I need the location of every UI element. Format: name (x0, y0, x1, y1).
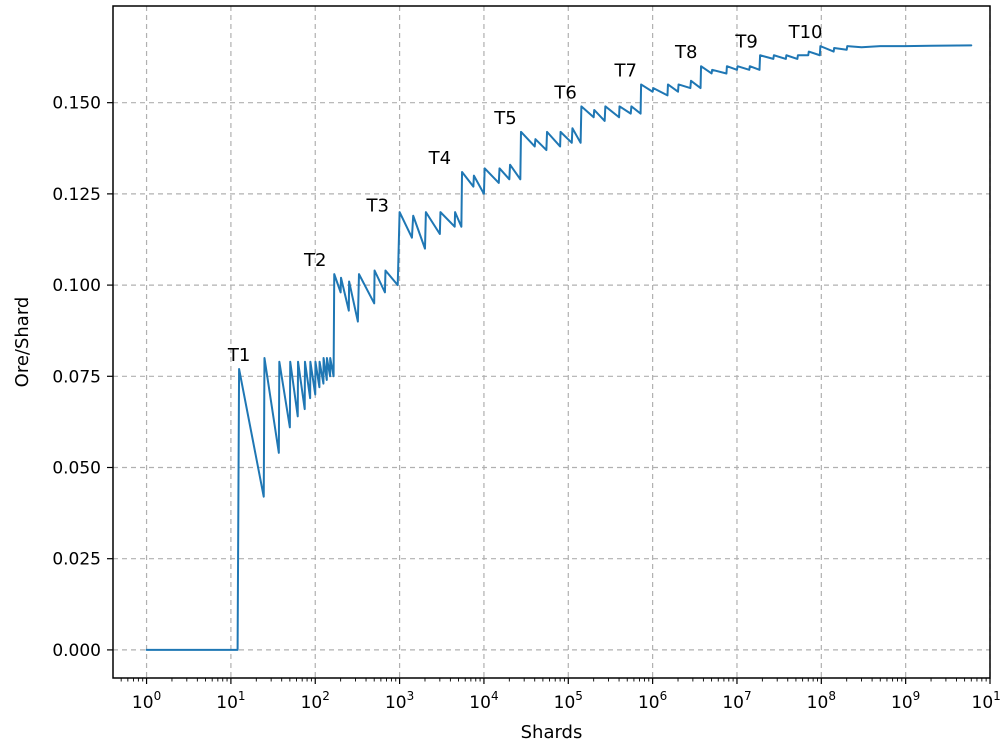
series-line (145, 44, 973, 651)
x-tick-label: 101 (216, 689, 245, 713)
tier-annotation: T2 (303, 250, 326, 271)
x-tick-label: 102 (301, 689, 330, 713)
y-tick-label: 0.075 (52, 367, 101, 387)
y-tick-label: 0.125 (52, 185, 101, 205)
tier-annotation: T6 (553, 82, 576, 103)
y-tick-label: 0.000 (52, 641, 101, 661)
x-tick-label: 109 (891, 689, 920, 713)
y-axis-label: Ore/Shard (12, 297, 33, 388)
x-tick-label: 100 (132, 689, 161, 713)
tier-annotation: T7 (614, 60, 637, 81)
tier-annotation: T3 (365, 195, 388, 216)
y-tick-label: 0.050 (52, 458, 101, 478)
x-tick-label: 105 (554, 689, 583, 713)
y-axis: 0.000 0.025 0.050 0.075 0.100 0.125 0.150 (52, 94, 113, 661)
tier-annotation: T5 (493, 108, 516, 129)
tier-annotation: T1 (227, 345, 250, 366)
tier-annotation: T9 (734, 31, 757, 52)
x-tick-label: 108 (807, 689, 836, 713)
y-tick-label: 0.025 (52, 550, 101, 570)
tier-annotation: T4 (428, 148, 451, 169)
series-group (145, 44, 973, 651)
x-tick-label: 107 (722, 689, 751, 713)
tier-annotation: T8 (674, 42, 697, 63)
y-tick-label: 0.100 (52, 276, 101, 296)
y-tick-label: 0.150 (52, 94, 101, 114)
x-tick-label: 103 (385, 689, 414, 713)
x-tick-label: 104 (469, 689, 498, 713)
plot-frame (112, 5, 991, 679)
annotations-group: T1 T2 T3 T4 T5 T6 T7 T8 T9 T10 (227, 22, 823, 366)
x-tick-label: 106 (638, 689, 667, 713)
x-axis-label: Shards (521, 722, 583, 743)
tier-annotation: T10 (788, 22, 823, 43)
